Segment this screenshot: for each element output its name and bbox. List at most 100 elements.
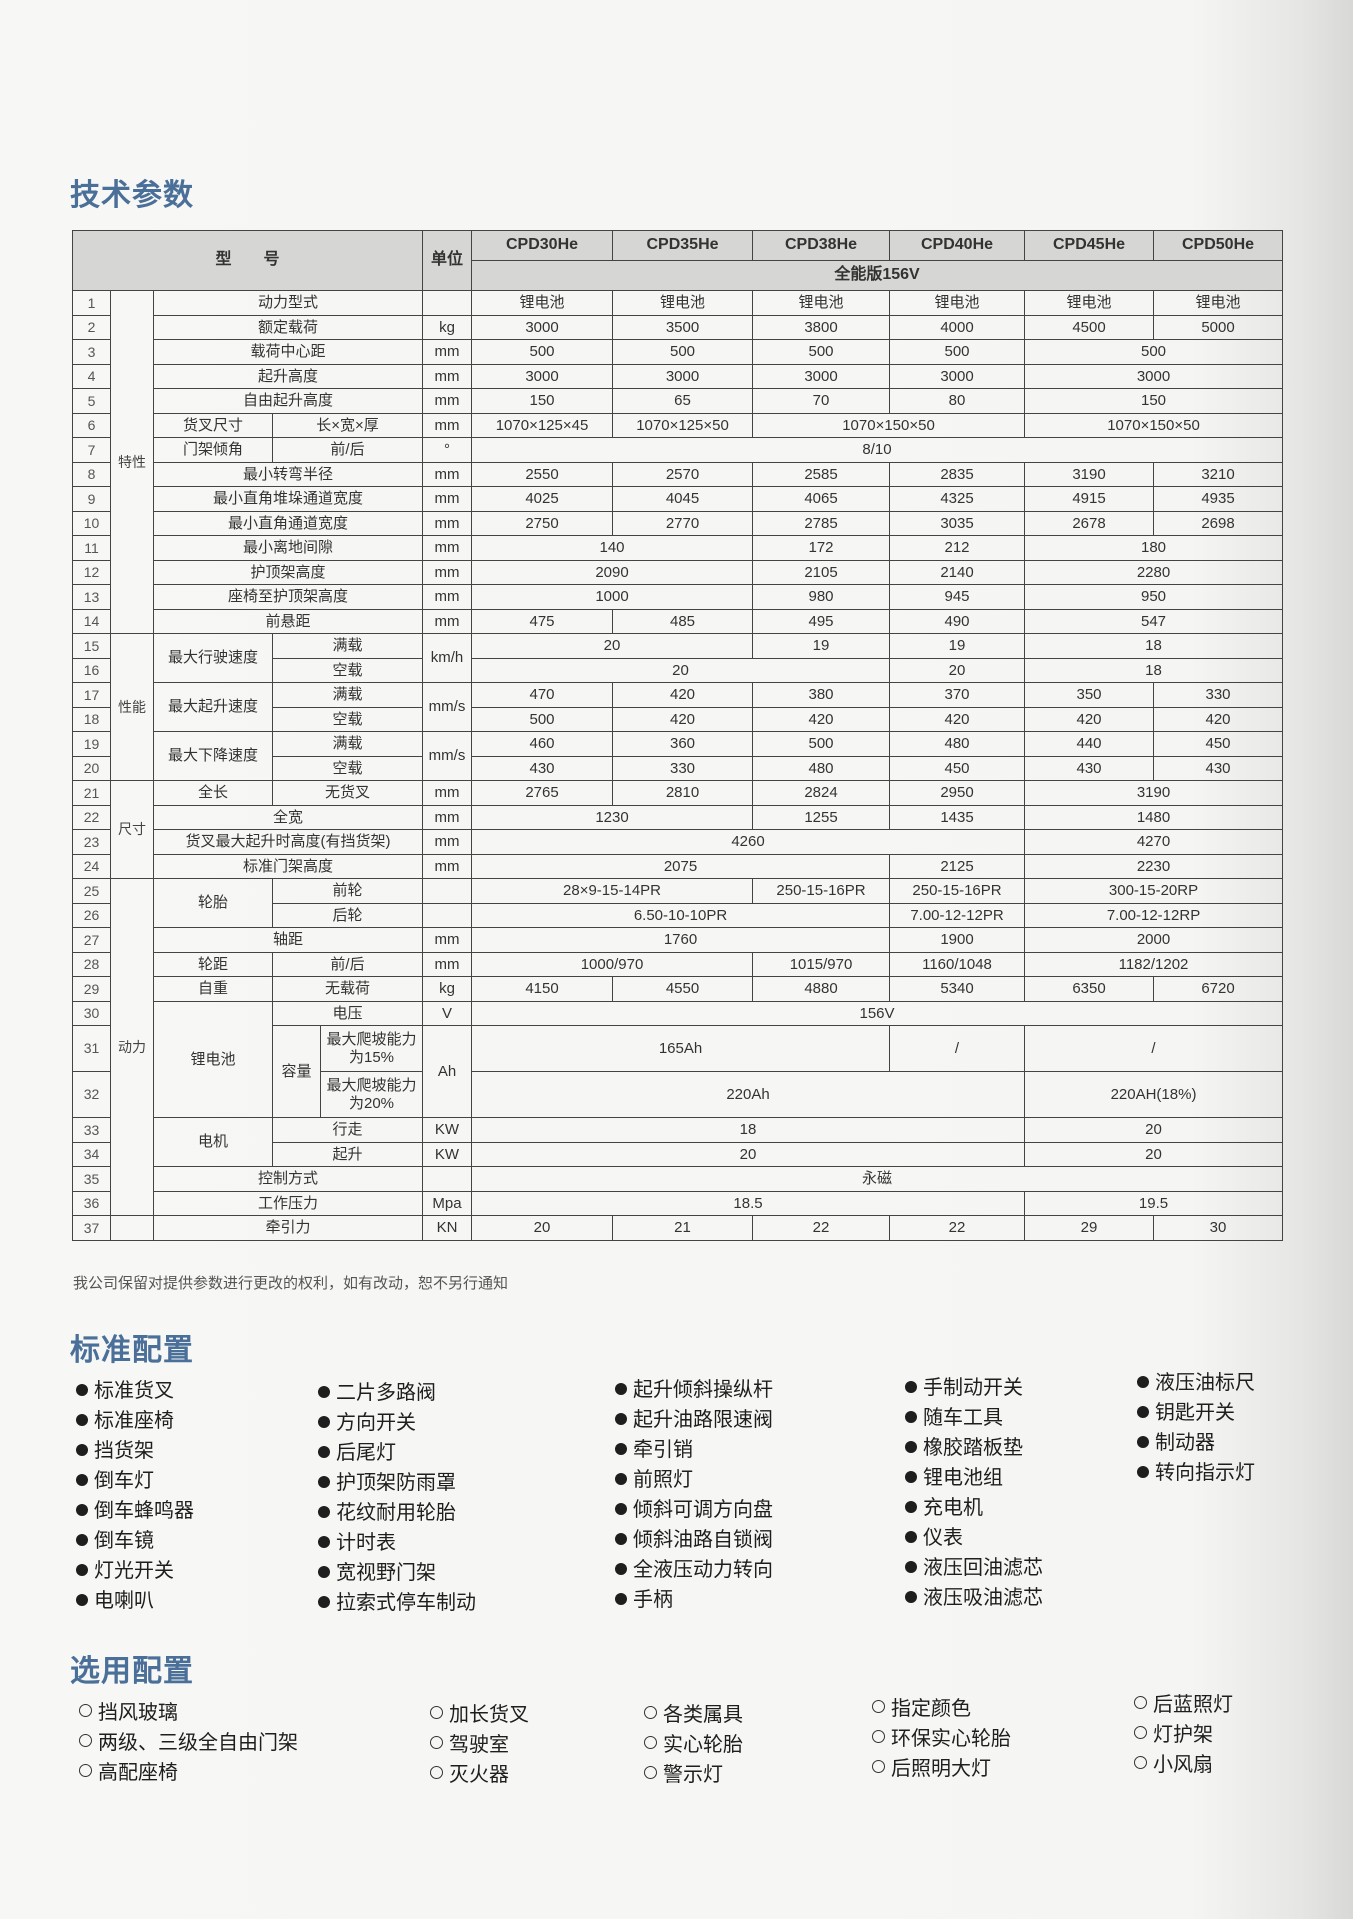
disclaimer-note: 我公司保留对提供参数进行更改的权利，如有改动，恕不另行通知 bbox=[73, 1274, 509, 1292]
row-number: 15 bbox=[72, 633, 111, 659]
filled-bullet-icon bbox=[905, 1471, 917, 1483]
value-cell: 3035 bbox=[889, 510, 1026, 536]
value-cell: 2280 bbox=[1024, 559, 1284, 585]
config-item-label: 倒车蜂鸣器 bbox=[94, 1498, 194, 1522]
value-cell: 420 bbox=[752, 706, 891, 732]
config-item-label: 环保实心轮胎 bbox=[891, 1726, 1011, 1750]
spec-row: 12 护顶架高度 mm 2090 2105 2140 2280 bbox=[72, 559, 1284, 585]
value-cell: 1900 bbox=[889, 927, 1026, 953]
standard-config-title: 标准配置 bbox=[70, 1333, 194, 1368]
spec-row: 26 后轮 6.50-10-10PR 7.00-12-12PR 7.00-12-12RP bbox=[72, 902, 1284, 928]
standard-config-item: 标准座椅 bbox=[76, 1405, 194, 1435]
value-cell: 1070×125×45 bbox=[471, 412, 614, 438]
value-cell: 547 bbox=[1024, 608, 1284, 634]
value-cell: 2770 bbox=[612, 510, 754, 536]
filled-bullet-icon bbox=[905, 1381, 917, 1393]
spec-row: 3 载荷中心距 mm 500 500 500 500 500 bbox=[72, 339, 1284, 365]
parameter-label: 电机 bbox=[153, 1117, 273, 1167]
spec-row: 15 性能 最大行驶速度 满载 km/h 20 19 19 18 bbox=[72, 633, 1284, 781]
spec-row: 30 锂电池 电压 V 156V bbox=[72, 1000, 1284, 1118]
standard-config-item: 制动器 bbox=[1137, 1427, 1255, 1457]
optional-config-item: 高配座椅 bbox=[79, 1757, 298, 1787]
value-cell: 1070×125×50 bbox=[612, 412, 754, 438]
standard-config-item: 挡货架 bbox=[76, 1435, 194, 1465]
standard-config-item: 转向指示灯 bbox=[1137, 1457, 1255, 1487]
config-item-label: 灭火器 bbox=[449, 1762, 509, 1786]
optional-config-item: 指定颜色 bbox=[872, 1693, 1011, 1723]
config-item-label: 后尾灯 bbox=[336, 1440, 396, 1464]
value-cell: 3500 bbox=[612, 314, 754, 340]
unit-cell: mm bbox=[422, 584, 473, 610]
parameter-label: 前轮 bbox=[271, 878, 424, 904]
standard-config-item: 倾斜油路自锁阀 bbox=[615, 1524, 773, 1554]
parameter-label: 门架倾角 bbox=[153, 437, 273, 463]
value-cell: 4065 bbox=[752, 486, 891, 512]
optional-config-item: 加长货叉 bbox=[430, 1699, 529, 1729]
parameter-label: 容量 bbox=[272, 1025, 321, 1118]
value-cell: 1480 bbox=[1024, 804, 1284, 830]
config-item-label: 钥匙开关 bbox=[1155, 1400, 1235, 1424]
value-cell: 2750 bbox=[471, 510, 614, 536]
unit-cell bbox=[422, 290, 473, 316]
config-item-label: 液压吸油滤芯 bbox=[923, 1585, 1043, 1609]
parameter-label: 最大下降速度 bbox=[153, 731, 273, 781]
config-item-label: 护顶架防雨罩 bbox=[336, 1470, 456, 1494]
config-item-label: 驾驶室 bbox=[449, 1732, 509, 1756]
unit-cell: ° bbox=[422, 437, 473, 463]
parameter-label: 长×宽×厚 bbox=[271, 412, 424, 438]
value-cell: 3210 bbox=[1153, 461, 1284, 487]
value-cell: 220Ah bbox=[471, 1071, 1026, 1118]
parameter-label: 最大爬坡能力为15% bbox=[319, 1025, 424, 1072]
unit-cell: KW bbox=[422, 1117, 473, 1143]
value-cell: 475 bbox=[471, 608, 614, 634]
unit-cell bbox=[422, 1166, 473, 1192]
value-cell: 65 bbox=[612, 388, 754, 414]
standard-config-item: 手柄 bbox=[615, 1584, 773, 1614]
filled-bullet-icon bbox=[318, 1416, 330, 1428]
spec-row: 14 前悬距 mm 475 485 495 490 547 bbox=[72, 608, 1284, 634]
filled-bullet-icon bbox=[905, 1561, 917, 1573]
spec-row: 8 最小转弯半径 mm 2550 2570 2585 2835 3190 3210 bbox=[72, 461, 1284, 487]
unit-cell: mm bbox=[422, 853, 473, 879]
model-cpd50he: CPD50He bbox=[1153, 230, 1284, 261]
value-cell: 2950 bbox=[889, 780, 1026, 806]
filled-bullet-icon bbox=[318, 1386, 330, 1398]
hollow-circle-icon bbox=[872, 1730, 885, 1743]
filled-bullet-icon bbox=[318, 1476, 330, 1488]
value-cell: 2570 bbox=[612, 461, 754, 487]
value-cell: 18 bbox=[1024, 657, 1284, 683]
unit-cell: mm bbox=[422, 535, 473, 561]
spec-row: 25 动力 轮胎 前轮 28×9-15-14PR 250-15-16PR 250-15-16… bbox=[72, 878, 1284, 1216]
unit-cell: mm bbox=[422, 804, 473, 830]
standard-config-item: 起升倾斜操纵杆 bbox=[615, 1374, 773, 1404]
row-number: 29 bbox=[72, 976, 111, 1002]
standard-config-item: 护顶架防雨罩 bbox=[318, 1467, 476, 1497]
value-cell: 7.00-12-12PR bbox=[889, 902, 1026, 928]
config-item-label: 牵引销 bbox=[633, 1437, 693, 1461]
filled-bullet-icon bbox=[318, 1506, 330, 1518]
value-cell: 485 bbox=[612, 608, 754, 634]
config-item-label: 实心轮胎 bbox=[663, 1732, 743, 1756]
row-number: 14 bbox=[72, 608, 111, 634]
value-cell: 1070×150×50 bbox=[1024, 412, 1284, 438]
value-cell: 2678 bbox=[1024, 510, 1155, 536]
unit-cell: mm bbox=[422, 388, 473, 414]
parameter-label: 动力型式 bbox=[152, 290, 424, 316]
config-item-label: 橡胶踏板垫 bbox=[923, 1435, 1023, 1459]
value-cell: 6350 bbox=[1024, 976, 1155, 1002]
filled-bullet-icon bbox=[905, 1441, 917, 1453]
filled-bullet-icon bbox=[615, 1503, 627, 1515]
value-cell: 19 bbox=[752, 633, 891, 659]
config-item-label: 起升倾斜操纵杆 bbox=[633, 1377, 773, 1401]
category-label: 尺寸 bbox=[110, 780, 154, 879]
config-item-label: 制动器 bbox=[1155, 1430, 1215, 1454]
value-cell: 500 bbox=[471, 706, 614, 732]
row-number: 16 bbox=[72, 657, 111, 683]
value-cell: 380 bbox=[752, 682, 891, 708]
optional-config-title: 选用配置 bbox=[70, 1654, 194, 1689]
category-label: 动力 bbox=[110, 878, 154, 1216]
unit-cell bbox=[422, 878, 473, 904]
value-cell: 420 bbox=[1024, 706, 1155, 732]
row-number: 23 bbox=[72, 829, 111, 855]
value-cell: 2824 bbox=[752, 780, 891, 806]
